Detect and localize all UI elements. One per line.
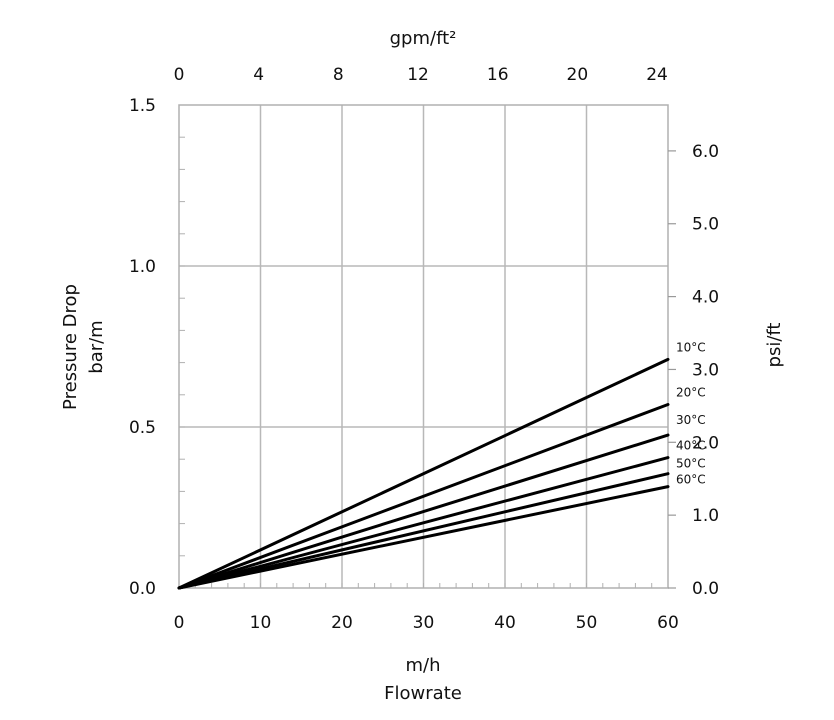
y2-tick-label: 3.0 [692, 360, 719, 380]
x2-tick-label: 24 [646, 65, 668, 85]
x-tick-label: 0 [174, 613, 185, 633]
x2-tick-label: 0 [174, 65, 185, 85]
series-label: 10°C [676, 340, 706, 354]
y-tick-label: 0.0 [129, 579, 156, 599]
x-tick-label: 60 [657, 613, 679, 633]
x-axis-title: Flowrate [384, 683, 462, 704]
y-tick-label: 1.5 [129, 96, 156, 116]
series-label: 60°C [676, 473, 706, 487]
series-line-60°C [177, 485, 670, 590]
y-tick-label: 0.5 [129, 418, 156, 438]
x2-tick-label: 4 [253, 65, 264, 85]
y2-tick-label: 4.0 [692, 288, 719, 308]
y2-tick-label: 6.0 [692, 142, 719, 162]
series-line-30°C [177, 433, 670, 590]
y-tick-label: 1.0 [129, 257, 156, 277]
y-axis-unit: bar/m [86, 320, 107, 373]
x2-axis-title: gpm/ft² [390, 28, 457, 49]
grid-lines [179, 105, 668, 588]
series-line-20°C [177, 403, 670, 590]
x-tick-label: 40 [494, 613, 516, 633]
x-tick-label: 20 [331, 613, 353, 633]
series-line-40°C [177, 456, 670, 590]
x-tick-label: 50 [576, 613, 598, 633]
x-axis-unit: m/h [405, 655, 440, 676]
series-label: 30°C [676, 413, 706, 427]
series-label: 50°C [676, 457, 706, 471]
y-axis-title: Pressure Drop [60, 284, 81, 410]
minor-tick-marks [179, 136, 676, 589]
series-label: 40°C [676, 439, 706, 453]
series-line-10°C [177, 357, 670, 590]
x2-tick-label: 8 [333, 65, 344, 85]
x2-tick-label: 20 [567, 65, 589, 85]
x2-tick-label: 16 [487, 65, 509, 85]
y2-axis-title: psi/ft [764, 323, 785, 368]
tick-labels: 0 10 20 30 40 50 60 0.0 0.5 1.0 1.5 0 4 8 12 16 20 24 0.0 1… [129, 65, 719, 633]
y2-tick-label: 0.0 [692, 579, 719, 599]
x-tick-label: 10 [250, 613, 272, 633]
y2-tick-label: 5.0 [692, 215, 719, 235]
x-tick-label: 30 [413, 613, 435, 633]
y2-tick-label: 1.0 [692, 506, 719, 526]
series-label: 20°C [676, 385, 706, 399]
y2-tick-label: 2.0 [692, 433, 719, 453]
series-line-50°C [177, 472, 670, 590]
x2-tick-label: 12 [407, 65, 429, 85]
series-lines [177, 357, 670, 590]
